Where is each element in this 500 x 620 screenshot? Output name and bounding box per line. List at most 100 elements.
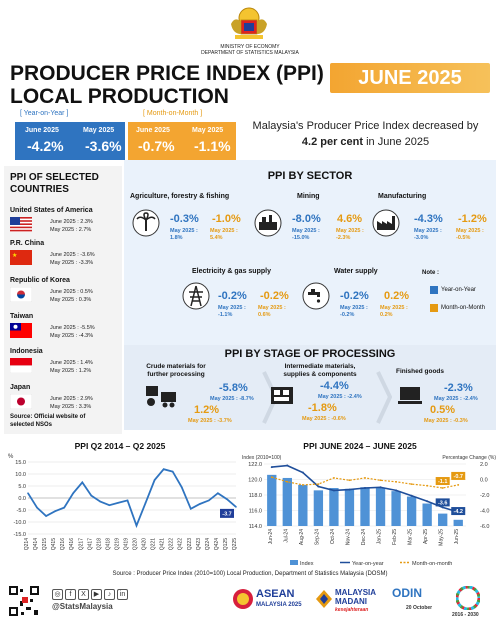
y2-tick-label: 0.0 [480, 478, 488, 484]
pylon-icon [182, 282, 210, 310]
water-tap-icon [302, 282, 330, 310]
index-bar [313, 490, 324, 526]
data-point [126, 499, 129, 502]
legend-yoy-label: Year-on-year [352, 561, 384, 567]
sector-electricity: Electricity & gas supply -0.2% -0.2% May… [180, 268, 300, 328]
malaysia-madani-logo: MALAYSIA MADANI kesejahteraan [315, 586, 385, 616]
yoy-label: [ Year-on-Year ] [20, 110, 69, 117]
svg-text:★: ★ [12, 252, 17, 259]
y-tick-label: 114.0 [249, 524, 262, 530]
stage-intermediate: Intermediate materials, supplies & compon… [266, 360, 378, 430]
yoy-headline-box: June 2025 -4.2% May 2025 -3.6% [15, 122, 125, 160]
stage-finished: Finished goods -2.3% May 2025 : -2.4% 0.… [395, 368, 478, 424]
crude-materials-icon [146, 386, 176, 408]
data-point [199, 503, 201, 505]
asean-logo: ASEAN MALAYSIA 2025 [232, 586, 307, 616]
legend-index-label: Index [300, 561, 314, 567]
palm-tree-icon [132, 209, 160, 237]
x-tick-label: Jul-24 [283, 529, 289, 543]
mining-icon [254, 209, 282, 237]
sector-mining: Mining -8.0% 4.6% May 2025 : -15.0% May 2… [252, 193, 367, 253]
facebook-icon[interactable]: f [65, 589, 76, 600]
x-tick-label: Q220 [133, 538, 139, 550]
country-indonesia: Indonesia June 2025 : 1.4% May 2025 : 1.… [10, 348, 93, 374]
x-tick-label: Jun-25 [454, 529, 460, 545]
data-point [36, 506, 38, 509]
x-tick-label: Q218 [96, 538, 102, 550]
mom-point [395, 480, 397, 483]
x-tick-label: Q419 [123, 538, 129, 550]
index-bar [267, 474, 277, 526]
tiktok-icon[interactable]: ♪ [104, 589, 115, 600]
data-point [72, 492, 75, 494]
last-value-badge [220, 508, 234, 518]
mom-point [379, 479, 382, 482]
page-title: PRODUCER PRICE INDEX (PPI) LOCAL PRODUCT… [10, 62, 324, 108]
y-tick-label: 120.0 [248, 478, 262, 484]
y2-tick-label: -4.0 [480, 509, 489, 515]
yoy-point [348, 488, 351, 491]
mom-point [348, 479, 351, 482]
y-tick-label: 122.0 [248, 462, 262, 468]
youtube-icon[interactable]: ▶ [91, 589, 102, 600]
index-bar [344, 488, 355, 526]
country-usa: United States of America June 2025 : 2.3… [10, 207, 93, 233]
chart2-title: PPI JUNE 2024 – JUNE 2025 [303, 441, 417, 451]
yoy-point [270, 466, 273, 469]
mom-may-badge [435, 477, 450, 486]
x-icon[interactable]: X [78, 589, 89, 600]
y-tick-label: 0.0 [18, 496, 26, 502]
china-flag-icon: ★ [10, 250, 32, 265]
data-point [81, 481, 84, 484]
headline-text: Malaysia's Producer Price Index decrease… [252, 120, 479, 148]
data-point [45, 515, 47, 517]
ministry-text: MINISTRY OF ECONOMY DEPARTMENT OF STATIS… [201, 44, 299, 56]
country-japan: Japan June 2025 : 2.9% May 2025 : 3.3% [10, 384, 93, 410]
country-taiwan: Taiwan June 2025 : -5.5% May 2025 : -4.3… [10, 313, 95, 339]
linkedin-icon[interactable]: in [117, 589, 128, 600]
yoy-point [395, 489, 398, 492]
taiwan-flag-icon [10, 323, 32, 338]
x-tick-label: Apr-25 [423, 529, 429, 544]
index-bar [375, 488, 386, 526]
y2-tick-label: 2.0 [480, 462, 488, 468]
data-point [108, 504, 111, 506]
mom-point [270, 476, 273, 479]
country-korea: Republic of Korea June 2025 : 0.5% May 2… [10, 277, 93, 303]
social-handle[interactable]: @StatsMalaysia [52, 602, 113, 611]
japan-flag-icon [10, 394, 32, 409]
countries-source: Source: Official website of selected NSO… [10, 414, 86, 428]
yoy-may-value: -3.6% [85, 138, 122, 154]
yoy-june-label: June 2025 [25, 127, 59, 134]
x-tick-label: Mar-25 [408, 529, 414, 545]
y2-tick-label: -2.0 [480, 493, 489, 499]
sector-title: PPI BY SECTOR [267, 170, 353, 182]
yoy-may-label: May 2025 [83, 127, 115, 134]
us-flag-icon [10, 217, 32, 232]
chart-ppi-monthly: Index (2010=100) Percentage Change (%) 122… [242, 455, 496, 567]
legend-index-swatch [290, 560, 298, 565]
asean-emblem-icon [233, 589, 253, 609]
yoy-point [286, 464, 289, 467]
mom-june-label: June 2025 [136, 127, 170, 134]
data-point [208, 499, 210, 502]
mom-point [301, 484, 304, 486]
mom-point [457, 484, 460, 486]
sector-panel [124, 160, 496, 345]
data-point [217, 492, 219, 494]
yoy-point [379, 486, 382, 489]
x-tick-label: Feb-25 [392, 529, 398, 545]
x-tick-label: Q215 [42, 538, 48, 550]
chevron-right-icon [376, 371, 392, 424]
x-tick-label: Q414 [33, 538, 39, 550]
x-tick-label: Dec-24 [361, 529, 367, 545]
y-tick-label: -10.0 [13, 520, 26, 526]
camera-icon[interactable]: ◎ [52, 589, 63, 600]
x-tick-label: Q216 [60, 538, 66, 550]
mom-point [286, 480, 289, 483]
sector-agriculture: Agriculture, forestry & fishing -0.3% -1… [130, 193, 241, 241]
x-tick-label: Oct-24 [330, 529, 336, 544]
mom-point [426, 484, 429, 487]
countries-title: PPI OF SELECTED COUNTRIES [10, 172, 99, 195]
data-point [180, 486, 183, 488]
